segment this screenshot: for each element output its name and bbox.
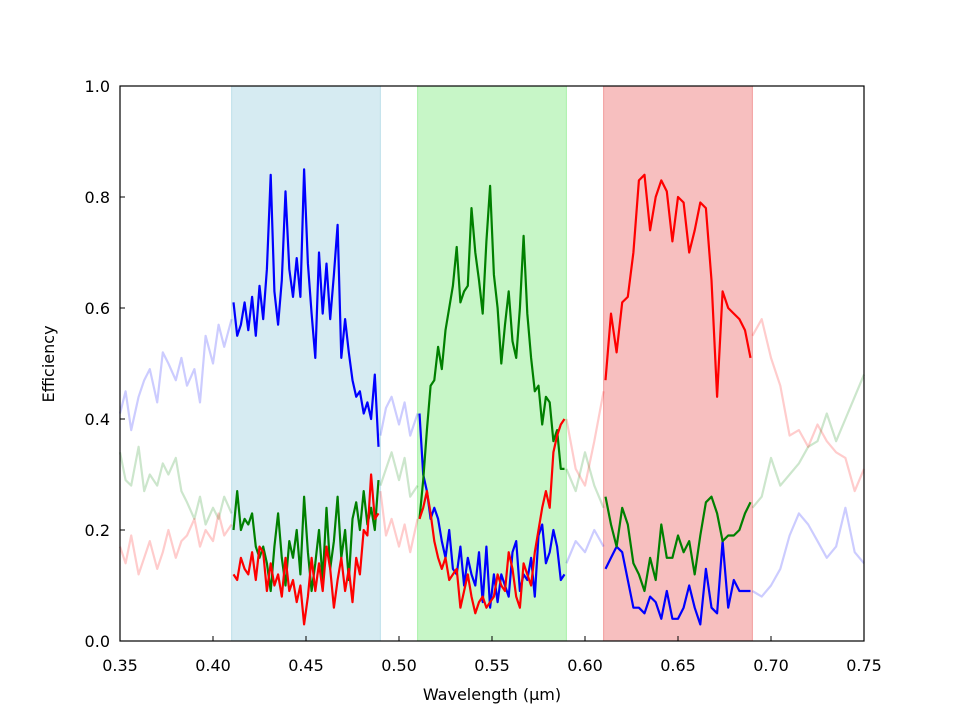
x-tick-label: 0.35	[102, 656, 138, 675]
faded-series-group	[118, 318, 866, 598]
x-tick-label: 0.65	[660, 656, 696, 675]
faded-green-line-7	[751, 374, 866, 509]
y-tick-label: 1.0	[85, 77, 110, 96]
faded-red-line-11	[751, 318, 866, 493]
y-tick-label: 0.0	[85, 632, 110, 651]
x-tick-label: 0.75	[846, 656, 882, 675]
x-axis-label: Wavelength (μm)	[423, 685, 561, 704]
y-tick-label: 0.4	[85, 410, 110, 429]
x-axis-ticks: 0.35 0.40 0.45 0.50 0.55 0.60 0.65 0.70 0.75	[102, 636, 882, 675]
y-axis-ticks: 0.0 0.2 0.4 0.6 0.8 1.0	[85, 77, 125, 651]
x-tick-label: 0.55	[474, 656, 510, 675]
faded-green-line-6	[565, 451, 605, 509]
faded-blue-line-3	[751, 506, 865, 598]
x-tick-label: 0.50	[381, 656, 417, 675]
main-series-group	[232, 168, 752, 626]
main-red-line-14	[232, 473, 380, 626]
faded-green-line-4	[118, 445, 233, 526]
faded-blue-line-0	[118, 318, 233, 432]
y-tick-label: 0.6	[85, 299, 110, 318]
wavelength-bands	[231, 85, 753, 642]
faded-red-line-8	[118, 512, 233, 576]
main-green-line-19	[604, 495, 752, 593]
faded-blue-line-2	[565, 528, 605, 564]
main-red-line-20	[604, 173, 752, 398]
main-red-line-17	[418, 418, 566, 615]
y-axis-label: Efficiency	[39, 325, 58, 402]
main-blue-line-15	[418, 413, 566, 609]
main-blue-line-12	[232, 168, 380, 447]
main-blue-line-18	[604, 539, 751, 626]
y-tick-label: 0.8	[85, 188, 110, 207]
band-3	[603, 85, 753, 642]
x-tick-label: 0.40	[195, 656, 231, 675]
faded-red-line-9	[379, 490, 419, 554]
main-green-line-13	[232, 480, 380, 593]
faded-green-line-5	[379, 451, 419, 498]
y-tick-label: 0.2	[85, 521, 110, 540]
faded-blue-line-1	[379, 395, 419, 437]
faded-red-line-10	[565, 391, 605, 487]
x-tick-label: 0.45	[288, 656, 324, 675]
main-green-line-16	[418, 184, 565, 520]
x-tick-label: 0.70	[753, 656, 789, 675]
x-tick-label: 0.60	[567, 656, 603, 675]
